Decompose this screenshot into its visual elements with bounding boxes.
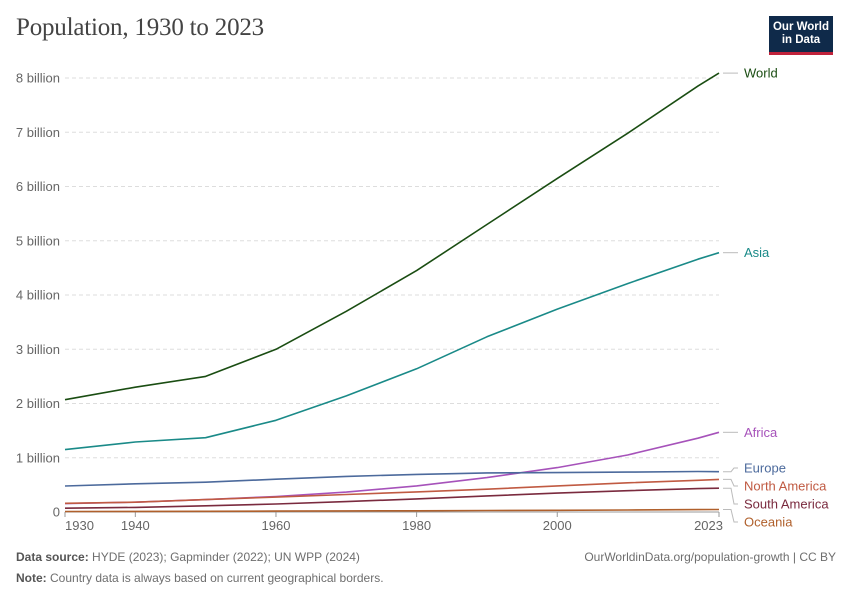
series-line-world	[64, 72, 720, 401]
chart-note: Note: Country data is always based on cu…	[16, 571, 384, 585]
logo-line-2: in Data	[781, 34, 821, 46]
series-label-south-america: South America	[744, 497, 829, 512]
note-label: Note:	[16, 571, 47, 585]
label-connector-oceania	[723, 509, 738, 523]
series-line-oceania	[64, 508, 720, 513]
y-tick-label: 3 billion	[16, 342, 60, 357]
data-source: Data source: HYDE (2023); Gapminder (202…	[16, 550, 360, 564]
data-source-label: Data source:	[16, 550, 89, 564]
y-tick-label: 5 billion	[16, 233, 60, 248]
y-tick-label: 1 billion	[16, 450, 60, 465]
y-tick-label: 6 billion	[16, 179, 60, 194]
series-line-north-america	[64, 478, 720, 505]
logo-line-1: Our World	[772, 21, 829, 33]
series-label-europe: Europe	[744, 461, 786, 476]
label-connector-south-america	[723, 487, 738, 505]
line-chart: 0 1 billion 2 billion 3 billion 4 billion 5 b…	[16, 66, 829, 533]
label-connector-europe	[723, 467, 738, 473]
series-label-north-america: North America	[744, 479, 827, 494]
source-url[interactable]: OurWorldinData.org/population-growth | C…	[584, 550, 836, 564]
owid-logo[interactable]: Our World in Data	[769, 16, 833, 55]
x-tick-label: 1960	[262, 518, 291, 533]
y-tick-label: 2 billion	[16, 396, 60, 411]
series-label-oceania: Oceania	[744, 515, 793, 530]
series-label-africa: Africa	[744, 425, 778, 440]
x-tick-label: 1980	[402, 518, 431, 533]
chart-title: Population, 1930 to 2023	[16, 14, 264, 41]
series-line-asia	[64, 251, 720, 451]
x-tick-label: 1930	[65, 518, 94, 533]
note-text: Country data is always based on current …	[50, 571, 384, 585]
x-tick-label: 2023	[694, 518, 723, 533]
y-tick-label: 0	[53, 505, 60, 520]
series-line-south-america	[64, 487, 720, 509]
series-label-asia: Asia	[744, 245, 770, 260]
x-tick-label: 1940	[121, 518, 150, 533]
y-tick-label: 8 billion	[16, 71, 60, 86]
y-tick-label: 7 billion	[16, 125, 60, 140]
x-tick-label: 2000	[543, 518, 572, 533]
y-tick-label: 4 billion	[16, 288, 60, 303]
series-line-europe	[64, 470, 720, 487]
data-source-text[interactable]: HYDE (2023); Gapminder (2022); UN WPP (2…	[92, 550, 360, 564]
label-connector-north-america	[723, 478, 738, 487]
series-label-world: World	[744, 66, 778, 81]
